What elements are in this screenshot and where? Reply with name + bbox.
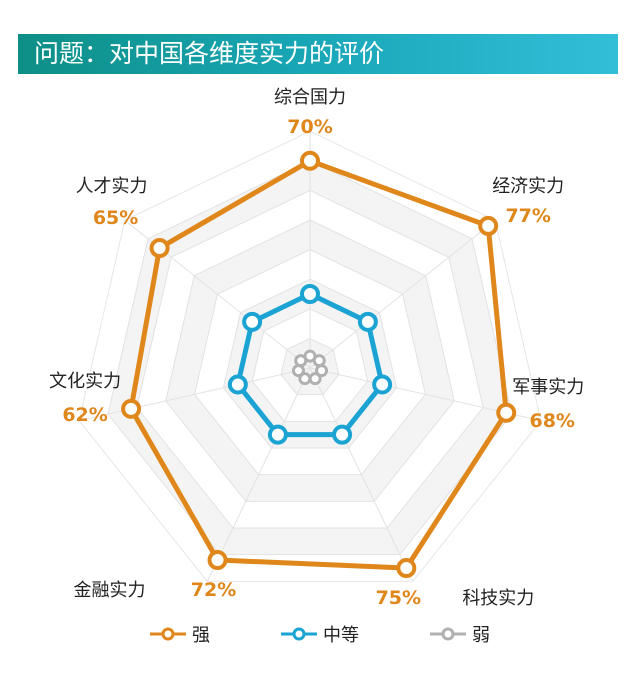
grid-spoke-3 xyxy=(309,367,414,582)
legend-swatch-strong xyxy=(150,627,186,641)
data-label-strong-1: 77% xyxy=(505,205,550,227)
question-header: 问题：对中国各维度实力的评价 xyxy=(18,34,618,74)
series-point-0-5 xyxy=(121,398,142,419)
series-point-0-0 xyxy=(300,150,320,171)
series-point-1-1 xyxy=(357,311,378,332)
grid-ring-80 xyxy=(78,130,542,582)
axis-label-5: 文化实力 xyxy=(49,371,121,392)
legend-label-strong: 强 xyxy=(192,625,210,646)
grid-spoke-5 xyxy=(79,367,311,422)
legend-swatch-weak xyxy=(430,627,466,641)
series-point-1-0 xyxy=(300,284,320,304)
axis-label-6: 人才实力 xyxy=(76,176,148,197)
series-point-2-2 xyxy=(315,364,329,378)
series-point-2-1 xyxy=(312,354,326,368)
legend-item-weak: 弱 xyxy=(430,621,490,647)
legend-marker-medium xyxy=(292,627,306,641)
series-point-0-6 xyxy=(149,238,170,259)
legend-label-medium: 中等 xyxy=(323,625,359,646)
data-label-strong-3: 75% xyxy=(376,587,421,609)
series-point-2-3 xyxy=(308,372,322,386)
legend-marker-weak xyxy=(441,627,455,641)
series-point-2-6 xyxy=(294,354,308,368)
axis-label-3: 科技实力 xyxy=(462,588,534,609)
series-point-1-3 xyxy=(332,424,353,445)
series-point-1-5 xyxy=(227,374,248,395)
data-label-strong-2: 68% xyxy=(529,410,574,432)
series-point-1-2 xyxy=(372,374,393,395)
series-point-1-6 xyxy=(242,311,263,332)
question-title: 问题：对中国各维度实力的评价 xyxy=(34,39,385,68)
series-point-0-3 xyxy=(396,558,417,579)
axis-label-4: 金融实力 xyxy=(74,580,146,601)
data-label-strong-4: 72% xyxy=(191,579,236,601)
data-label-strong-6: 65% xyxy=(93,207,138,229)
legend-item-strong: 强 xyxy=(150,621,210,647)
series-point-0-2 xyxy=(496,402,517,423)
series-point-0-1 xyxy=(478,215,499,236)
axis-label-2: 军事实力 xyxy=(512,377,584,398)
series-point-2-5 xyxy=(291,364,305,378)
data-label-strong-0: 70% xyxy=(287,116,332,138)
series-point-0-4 xyxy=(207,550,228,571)
legend-label-weak: 弱 xyxy=(472,625,490,646)
legend-marker-strong xyxy=(161,627,175,641)
legend-swatch-medium xyxy=(281,627,317,641)
grid-spoke-1 xyxy=(309,219,496,369)
grid-spoke-4 xyxy=(206,367,311,582)
series-line-0 xyxy=(128,158,509,571)
data-label-strong-5: 62% xyxy=(62,404,107,426)
series-point-2-4 xyxy=(298,372,312,386)
legend-item-medium: 中等 xyxy=(281,621,359,647)
series-point-1-4 xyxy=(267,424,288,445)
axis-label-0: 综合国力 xyxy=(274,87,346,108)
series-line-1 xyxy=(235,291,385,438)
axis-label-1: 经济实力 xyxy=(492,176,564,197)
legend: 强 中等 弱 xyxy=(150,620,490,648)
